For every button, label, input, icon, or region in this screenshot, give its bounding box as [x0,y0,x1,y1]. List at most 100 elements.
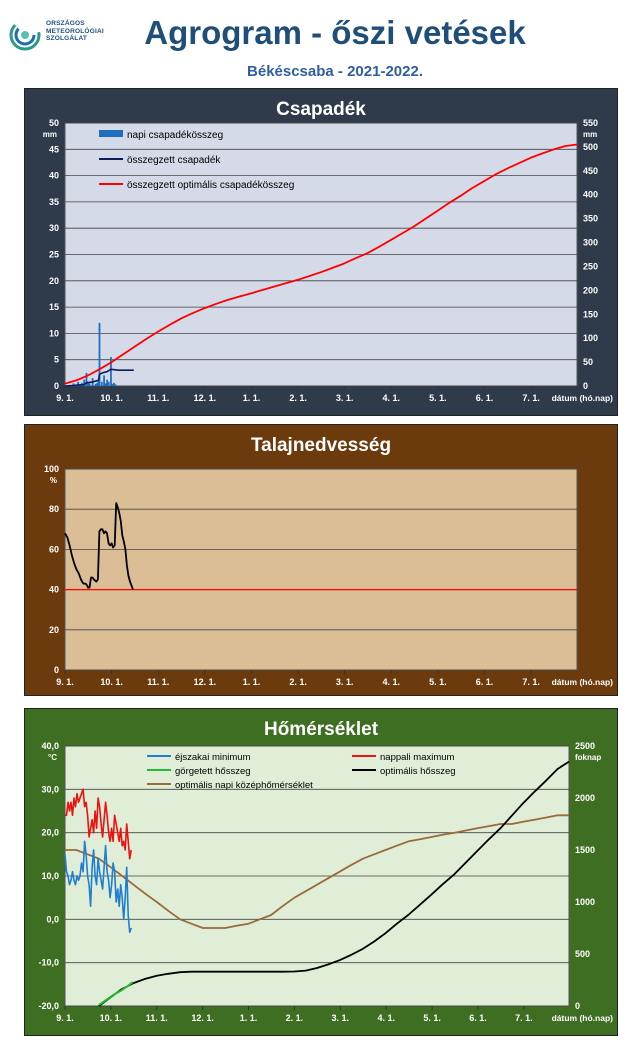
x-tick-label: 7. 1. [522,677,540,687]
x-tick-label: 12. 1. [191,1013,214,1023]
optimal-heat-sum-line [98,760,570,1007]
y-tick-label-right: 0 [583,381,588,391]
x-tick-label: 12. 1. [194,677,217,687]
legend-label: nappali maximum [380,752,455,763]
legend-label: napi csapadékösszeg [127,130,223,141]
y-tick-label-right: 300 [583,238,598,248]
x-tick-label: 9. 1. [56,677,74,687]
x-tick-label: 5. 1. [429,393,447,403]
y-axis-unit-right: mm [583,130,597,139]
y-tick-label-left: 40 [49,171,59,181]
precipitation-title: Csapadék [276,99,366,120]
y-tick-label-left: 40 [49,585,59,595]
x-tick-label: 9. 1. [56,1013,74,1023]
optimal-precip-line [64,143,578,385]
y-tick-label-right: 0 [575,1001,580,1011]
x-tick-label: 3. 1. [332,1013,350,1023]
cumulative-precip-line [64,368,134,387]
x-tick-label: 5. 1. [423,1013,441,1023]
x-tick-label: 9. 1. [56,393,74,403]
y-tick-label-left: 10,0 [41,871,59,881]
logo-swirl-icon [9,19,41,51]
precip-bar [110,357,112,386]
x-tick-label: 6. 1. [469,1013,487,1023]
x-tick-label: 2. 1. [289,393,307,403]
x-tick-label: 10. 1. [100,677,123,687]
precip-bar [83,379,86,386]
legend-swatch [99,130,123,137]
y-tick-label-left: 25 [49,250,59,260]
x-tick-label: 11. 1. [146,1013,168,1023]
x-tick-label: 2. 1. [286,1013,304,1023]
x-tick-label: 7. 1. [522,393,540,403]
precip-bar [94,383,97,386]
page-subtitle: Békéscsaba - 2021-2022. [247,63,423,80]
x-tick-label: 4. 1. [383,677,401,687]
precip-bar [88,383,91,386]
y-tick-label-right: 400 [583,190,598,200]
y-tick-label-left: 60 [49,544,59,554]
precipitation-chart: 0510152025303540455005010015020025030035… [43,118,613,403]
x-axis-label: dátum (hó.nap) [552,1013,614,1023]
x-tick-label: 10. 1. [100,1013,123,1023]
y-tick-label-left: 0 [54,665,59,675]
y-axis-unit-right: foknap [575,753,601,762]
rolling-heat-sum-line [98,981,134,1006]
y-tick-label-right: 250 [583,261,598,271]
y-tick-label-right: 350 [583,214,598,224]
x-tick-label: 6. 1. [476,677,494,687]
x-axis-label: dátum (hó.nap) [552,677,614,687]
y-tick-label-right: 450 [583,166,598,176]
x-tick-label: 3. 1. [336,393,354,403]
logo-line-3: SZOLGÁLAT [46,35,88,42]
legend-label: éjszakai minimum [175,752,251,763]
omsz-logo: ORSZÁGOS METEOROLÓGIAI SZOLGÁLAT [8,18,128,58]
y-tick-label-left: 35 [49,197,59,207]
y-tick-label-right: 50 [583,357,593,367]
precip-bar [104,383,107,386]
soil-moisture-title: Talajnedvesség [250,435,392,456]
precip-bar [98,322,101,386]
y-tick-label-left: 15 [49,302,59,312]
y-tick-label-left: 5 [54,355,59,365]
y-tick-label-left: 20 [49,625,59,635]
page-title: Agrogram - őszi vetések [144,14,526,51]
x-tick-label: 1. 1. [243,677,261,687]
precip-bar [87,381,89,386]
y-axis-unit-left: °C [48,753,57,762]
y-tick-label-left: 0,0 [46,914,59,924]
y-tick-label-right: 2500 [575,741,595,751]
x-tick-label: 4. 1. [377,1013,395,1023]
precip-bar [100,381,103,386]
y-tick-label-left: 20,0 [41,828,59,838]
x-tick-label: 6. 1. [476,393,494,403]
x-tick-label: 12. 1. [194,393,217,403]
precip-bar [85,372,88,386]
y-tick-label-left: 50 [49,118,59,128]
x-tick-label: 5. 1. [429,677,447,687]
precipitation-panel: Csapadék 0 5 10 15 20 25 30 35 40 45 50 0 50 100 150 20… [24,88,618,416]
night-minimum-line [64,840,132,934]
legend-label: optimális napi középhőmérséklet [175,780,313,791]
logo-line-1: ORSZÁGOS [46,20,85,27]
x-tick-label: 11. 1. [147,393,169,403]
y-tick-label-left: 40,0 [41,741,59,751]
y-tick-label-left: 100 [44,464,59,474]
y-axis-unit-left: % [50,476,57,485]
x-tick-label: 10. 1. [100,393,123,403]
plot-area [64,468,578,671]
precip-bar [113,382,115,386]
x-tick-label: 1. 1. [240,1013,258,1023]
soil-moisture-line [64,502,134,590]
y-tick-label-right: 150 [583,309,598,319]
precip-bar [111,383,114,386]
y-tick-label-right: 2000 [575,793,595,803]
precip-bar [114,384,117,386]
legend-label: görgetett hősszeg [175,766,251,777]
optimal-mean-temp-line [65,814,569,929]
precip-bar [77,381,79,386]
y-tick-label-left: 20 [49,276,59,286]
legend-label: összegzett csapadék [127,155,221,166]
y-tick-label-right: 1500 [575,845,595,855]
y-tick-label-left: 10 [49,328,59,338]
